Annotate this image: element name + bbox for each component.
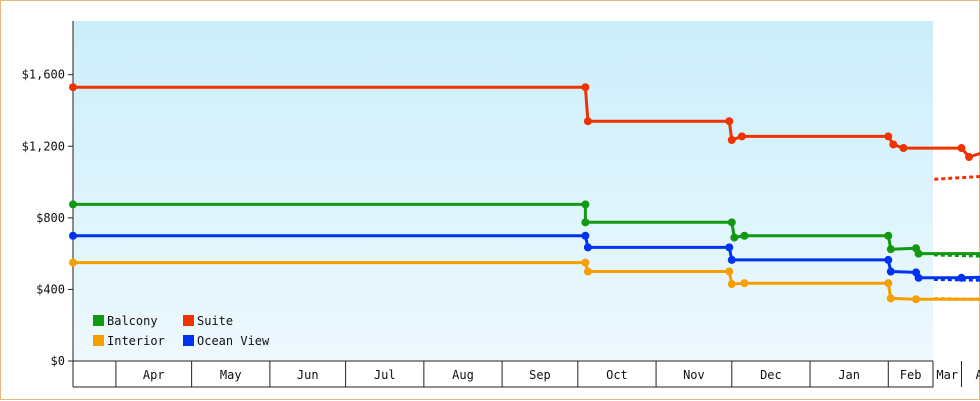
legend-label: Interior bbox=[107, 334, 165, 348]
y-tick-label: $400 bbox=[36, 282, 65, 296]
data-point bbox=[889, 140, 898, 149]
series-line-balcony bbox=[73, 202, 980, 256]
legend-swatch bbox=[93, 335, 104, 346]
legend-label: Ocean View bbox=[197, 334, 270, 348]
data-point bbox=[727, 218, 736, 227]
data-point bbox=[727, 255, 736, 264]
legend-swatch bbox=[183, 315, 194, 326]
data-point bbox=[740, 279, 749, 288]
data-point bbox=[583, 267, 592, 276]
x-tick-label: Sep bbox=[529, 368, 551, 382]
forecast-line-balcony bbox=[932, 253, 980, 258]
x-tick-label: Dec bbox=[760, 368, 782, 382]
data-point bbox=[914, 273, 923, 282]
x-tick-label: Oct bbox=[606, 368, 628, 382]
legend-swatch bbox=[183, 335, 194, 346]
data-point bbox=[912, 295, 921, 304]
data-point bbox=[886, 267, 895, 276]
y-tick-label: $800 bbox=[36, 211, 65, 225]
y-tick-label: $1,200 bbox=[22, 139, 65, 153]
x-tick-label: Aug bbox=[452, 368, 474, 382]
data-point bbox=[725, 117, 734, 126]
data-point bbox=[581, 258, 590, 267]
plot-area bbox=[73, 21, 933, 361]
x-tick-label: Jun bbox=[297, 368, 319, 382]
forecast-line-interior bbox=[932, 297, 980, 301]
data-point bbox=[69, 258, 77, 267]
x-tick-label: Apr bbox=[143, 368, 165, 382]
legend-label: Balcony bbox=[107, 314, 158, 328]
data-point bbox=[727, 136, 736, 144]
data-point bbox=[884, 255, 893, 264]
data-point bbox=[69, 200, 77, 209]
x-tick-label: Apr bbox=[976, 368, 980, 382]
data-point bbox=[957, 273, 966, 282]
legend-label: Suite bbox=[197, 314, 233, 328]
data-point bbox=[725, 267, 734, 276]
data-point bbox=[581, 200, 590, 209]
data-point bbox=[884, 279, 893, 288]
legend-swatch bbox=[93, 315, 104, 326]
data-point bbox=[581, 218, 590, 227]
x-tick-label: Jan bbox=[838, 368, 860, 382]
data-point bbox=[727, 280, 736, 289]
data-point bbox=[737, 132, 746, 141]
data-point bbox=[884, 132, 893, 141]
data-point bbox=[69, 231, 77, 240]
x-tick-label: May bbox=[220, 368, 242, 382]
x-tick-label: Nov bbox=[683, 368, 705, 382]
data-point bbox=[899, 144, 908, 153]
data-point bbox=[730, 233, 739, 242]
data-point bbox=[914, 249, 923, 258]
data-point bbox=[583, 243, 592, 252]
data-point bbox=[740, 231, 749, 240]
x-tick-label: Jul bbox=[374, 368, 396, 382]
data-point bbox=[884, 231, 893, 240]
forecast-line-suite bbox=[932, 175, 980, 181]
data-point bbox=[581, 83, 590, 92]
x-tick-label: Mar bbox=[936, 368, 958, 382]
series-line-ocean-view bbox=[73, 234, 980, 280]
data-point bbox=[725, 243, 734, 252]
data-point bbox=[886, 294, 895, 303]
data-point bbox=[581, 231, 590, 240]
forecast-line-ocean-view bbox=[932, 277, 980, 282]
data-point bbox=[886, 245, 895, 254]
y-tick-label: $1,600 bbox=[22, 68, 65, 82]
data-point bbox=[957, 144, 966, 153]
data-point bbox=[965, 153, 974, 161]
y-tick-label: $0 bbox=[51, 354, 65, 368]
data-point bbox=[583, 117, 592, 126]
x-tick-label: Feb bbox=[900, 368, 922, 382]
data-point bbox=[69, 83, 77, 92]
